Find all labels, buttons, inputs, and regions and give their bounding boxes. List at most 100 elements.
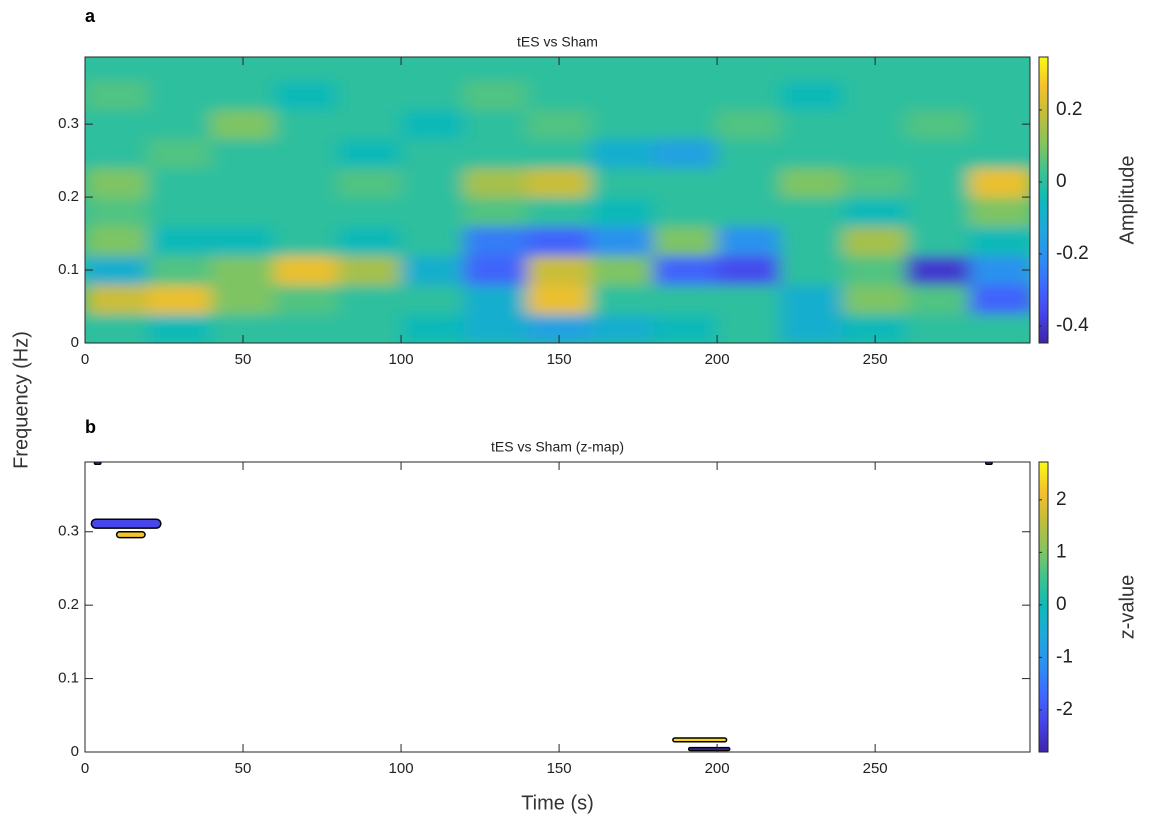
y-tick-label: 0.1 (58, 261, 79, 278)
heatmap-cell (906, 284, 971, 315)
heatmap-cell (843, 254, 908, 286)
heatmap-cell (779, 138, 845, 169)
heatmap-cell (85, 167, 149, 198)
heatmap-cell (400, 109, 465, 140)
heatmap-cell (210, 225, 276, 256)
heatmap-cell (210, 138, 276, 169)
heatmap-cell (85, 284, 149, 315)
heatmap-cell (526, 167, 592, 198)
y-tick-label: 0.2 (58, 596, 79, 613)
heatmap-cell (843, 138, 908, 169)
heatmap-cell (85, 313, 149, 343)
heatmap-cell (906, 109, 971, 140)
heatmap-cell (147, 254, 212, 286)
heatmap-cell (463, 284, 528, 315)
heatmap-cell (210, 79, 276, 111)
heatmap-cell (274, 109, 339, 140)
heatmap-cell (400, 313, 465, 343)
colorbar-tick-label: 0 (1056, 594, 1067, 615)
heatmap-cell (147, 167, 212, 198)
heatmap-cell (400, 138, 465, 169)
heatmap-cell (85, 109, 149, 140)
heatmap-cell (906, 254, 971, 286)
heatmap-cell (85, 196, 149, 227)
x-tick-label: 200 (705, 760, 730, 777)
heatmap-cell (590, 109, 655, 140)
heatmap-cell (337, 254, 402, 286)
heatmap-cell (969, 313, 1030, 343)
heatmap-cell (337, 138, 402, 169)
heatmap-cell (463, 167, 528, 198)
heatmap-cell (147, 284, 212, 315)
heatmap-cell (590, 167, 655, 198)
heatmap-cell (906, 313, 971, 343)
heatmap (85, 57, 1030, 343)
significant-region (985, 462, 993, 465)
heatmap-cell (400, 167, 465, 198)
heatmap-cell (210, 57, 276, 81)
heatmap-cell (274, 57, 339, 81)
heatmap-cell (653, 79, 718, 111)
y-tick-label: 0.3 (58, 115, 79, 132)
heatmap-cell (274, 167, 339, 198)
heatmap-cell (906, 196, 971, 227)
heatmap-cell (210, 167, 276, 198)
x-tick-label: 200 (705, 351, 730, 368)
x-tick-label: 100 (389, 351, 414, 368)
colorbar-tick-label: 1 (1056, 541, 1067, 562)
chart-title: tES vs Sham (517, 34, 598, 50)
heatmap-cell (843, 57, 908, 81)
heatmap-cell (274, 196, 339, 227)
heatmap-cell (463, 196, 528, 227)
heatmap-cell (274, 79, 339, 111)
colorbar-label: z-value (1116, 575, 1138, 639)
plot-area (90, 462, 993, 752)
heatmap-cell (653, 254, 718, 286)
heatmap-cell (843, 196, 908, 227)
x-tick-label: 0 (81, 760, 89, 777)
heatmap-cell (716, 196, 781, 227)
colorbar-tick-label: 0 (1056, 171, 1067, 192)
heatmap-cell (85, 225, 149, 256)
x-tick-label: 150 (547, 351, 572, 368)
heatmap-cell (843, 109, 908, 140)
heatmap-cell (526, 254, 592, 286)
heatmap-cell (969, 196, 1030, 227)
y-tick-label: 0 (71, 743, 79, 760)
significant-region (93, 462, 102, 465)
heatmap-cell (779, 196, 845, 227)
heatmap-cell (337, 109, 402, 140)
colorbar-tick-label: -0.4 (1056, 315, 1089, 336)
axes-box (84, 56, 1031, 344)
significant-region (115, 530, 146, 539)
heatmap-cell (463, 138, 528, 169)
heatmap-cell (337, 57, 402, 81)
heatmap-cell (779, 254, 845, 286)
heatmap-cell (843, 225, 908, 256)
heatmap-cell (147, 79, 212, 111)
heatmap-cell (906, 79, 971, 111)
heatmap-cell (779, 313, 845, 343)
heatmap-cell (906, 138, 971, 169)
heatmap-cell (590, 138, 655, 169)
panel-label: a (85, 6, 96, 26)
heatmap-cell (85, 138, 149, 169)
heatmap-cell (337, 196, 402, 227)
heatmap-cell (400, 79, 465, 111)
y-tick-label: 0.2 (58, 188, 79, 205)
heatmap-cell (463, 254, 528, 286)
colorbar-tick-label: 2 (1056, 489, 1067, 510)
heatmap-cell (716, 109, 781, 140)
heatmap-cell (590, 225, 655, 256)
heatmap-cell (463, 79, 528, 111)
heatmap-cell (147, 109, 212, 140)
significant-region (687, 746, 731, 752)
heatmap-cell (969, 254, 1030, 286)
heatmap-cell (906, 167, 971, 198)
heatmap-cell (779, 284, 845, 315)
heatmap-cell (400, 196, 465, 227)
heatmap-cell (337, 167, 402, 198)
heatmap-cell (147, 57, 212, 81)
heatmap-cell (653, 196, 718, 227)
